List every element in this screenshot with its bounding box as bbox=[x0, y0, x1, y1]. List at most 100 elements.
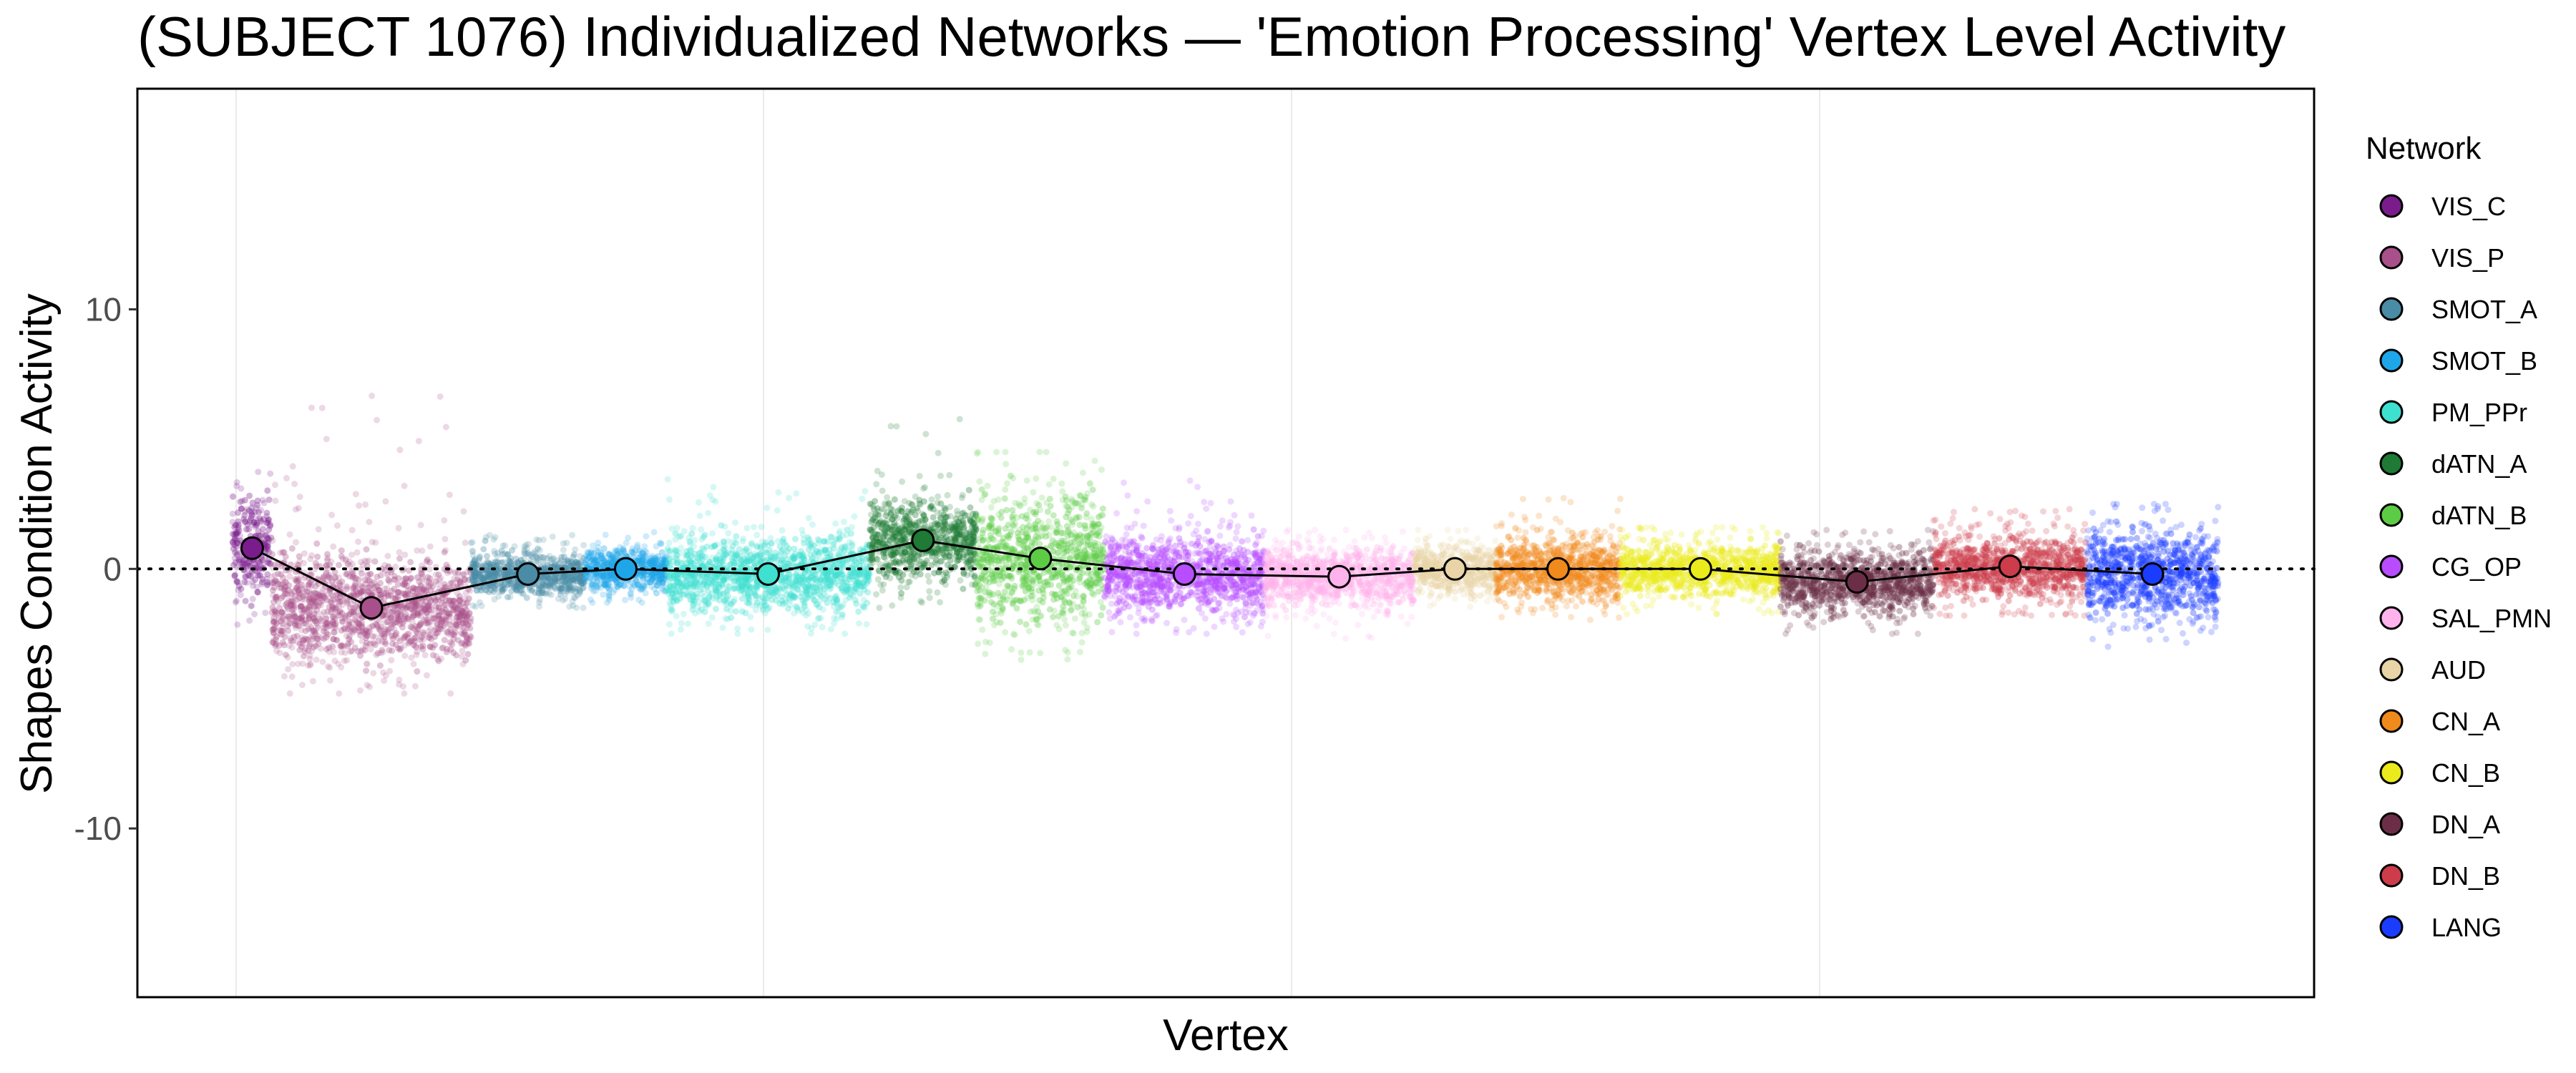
vertex-point bbox=[877, 524, 884, 531]
vertex-point bbox=[255, 469, 262, 476]
vertex-point bbox=[367, 646, 374, 653]
vertex-point bbox=[229, 530, 236, 537]
vertex-point bbox=[454, 637, 462, 644]
vertex-point bbox=[233, 521, 239, 529]
vertex-point bbox=[712, 556, 719, 563]
vertex-point bbox=[653, 589, 660, 597]
vertex-point bbox=[289, 602, 296, 609]
vertex-point bbox=[529, 554, 536, 561]
vertex-point bbox=[766, 547, 774, 554]
vertex-point bbox=[666, 496, 673, 503]
vertex-point bbox=[263, 582, 270, 589]
vertex-point bbox=[231, 572, 238, 579]
vertex-point bbox=[346, 610, 353, 617]
vertex-point bbox=[247, 517, 253, 524]
vertex-point bbox=[772, 549, 779, 557]
vertex-point bbox=[278, 594, 285, 602]
vertex-point bbox=[889, 535, 897, 542]
vertex-point bbox=[450, 599, 457, 605]
vertex-point bbox=[306, 597, 313, 604]
vertex-point bbox=[328, 511, 336, 519]
vertex-point bbox=[451, 575, 458, 582]
vertex-point bbox=[595, 544, 602, 551]
vertex-point bbox=[338, 642, 345, 649]
vertex-point bbox=[435, 657, 442, 665]
vertex-point bbox=[263, 513, 270, 520]
vertex-point bbox=[733, 551, 741, 558]
vertex-point bbox=[392, 632, 399, 639]
vertex-point bbox=[799, 597, 806, 604]
vertex-point bbox=[237, 556, 244, 563]
vertex-point bbox=[672, 588, 679, 595]
vertex-point bbox=[946, 471, 953, 479]
vertex-point bbox=[254, 497, 261, 504]
vertex-point bbox=[686, 538, 693, 545]
vertex-point bbox=[230, 545, 237, 552]
vertex-point bbox=[853, 600, 860, 607]
vertex-point bbox=[831, 620, 838, 627]
vertex-point bbox=[230, 562, 237, 569]
vertex-point bbox=[783, 542, 790, 549]
vertex-point bbox=[869, 539, 877, 547]
vertex-point bbox=[310, 633, 317, 640]
vertex-point bbox=[426, 631, 434, 638]
vertex-point bbox=[352, 624, 359, 631]
vertex-point bbox=[849, 542, 856, 549]
vertex-point bbox=[544, 555, 551, 562]
vertex-point bbox=[935, 449, 942, 456]
vertex-point bbox=[721, 553, 727, 560]
vertex-point bbox=[941, 577, 948, 584]
vertex-point bbox=[844, 526, 851, 534]
vertex-point bbox=[265, 560, 273, 567]
vertex-point bbox=[364, 682, 371, 689]
vertex-point bbox=[233, 577, 240, 584]
vertex-point bbox=[263, 531, 270, 539]
vertex-point bbox=[811, 550, 818, 557]
vertex-point bbox=[417, 637, 424, 643]
vertex-point bbox=[738, 608, 746, 615]
vertex-point bbox=[761, 542, 769, 549]
vertex-point bbox=[565, 584, 572, 592]
vertex-point bbox=[296, 615, 303, 622]
vertex-point bbox=[245, 526, 253, 533]
vertex-point bbox=[424, 556, 431, 563]
vertex-point bbox=[261, 537, 268, 544]
vertex-point bbox=[523, 594, 530, 602]
vertex-point bbox=[835, 551, 842, 558]
vertex-point bbox=[285, 587, 292, 594]
vertex-point bbox=[242, 561, 249, 568]
vertex-point bbox=[265, 539, 271, 547]
vertex-point bbox=[465, 595, 472, 602]
vertex-point bbox=[302, 619, 309, 627]
vertex-point bbox=[255, 572, 261, 579]
vertex-point bbox=[355, 576, 362, 583]
vertex-point bbox=[313, 540, 321, 547]
vertex-point bbox=[956, 416, 963, 423]
vertex-point bbox=[324, 551, 331, 558]
vertex-point bbox=[811, 584, 819, 592]
vertex-point bbox=[736, 565, 743, 572]
vertex-point bbox=[318, 404, 326, 411]
vertex-point bbox=[265, 516, 273, 523]
vertex-point bbox=[323, 436, 330, 443]
vertex-point bbox=[389, 647, 396, 655]
vertex-point bbox=[265, 517, 271, 524]
vertex-point bbox=[348, 526, 356, 534]
vertex-point bbox=[934, 531, 941, 538]
vertex-point bbox=[713, 605, 719, 612]
vertex-point bbox=[729, 543, 736, 550]
vertex-point bbox=[701, 531, 708, 539]
vertex-point bbox=[490, 584, 497, 592]
vertex-point bbox=[464, 569, 471, 576]
vertex-point bbox=[245, 560, 253, 567]
vertex-point bbox=[246, 519, 253, 526]
vertex-point bbox=[381, 619, 389, 626]
vertex-point bbox=[319, 658, 326, 665]
vertex-point bbox=[231, 536, 238, 543]
vertex-point bbox=[826, 594, 834, 602]
vertex-point bbox=[517, 587, 524, 594]
vertex-point bbox=[881, 506, 888, 513]
vertex-point bbox=[296, 640, 303, 647]
vertex-point bbox=[590, 559, 597, 566]
vertex-point bbox=[884, 494, 891, 501]
